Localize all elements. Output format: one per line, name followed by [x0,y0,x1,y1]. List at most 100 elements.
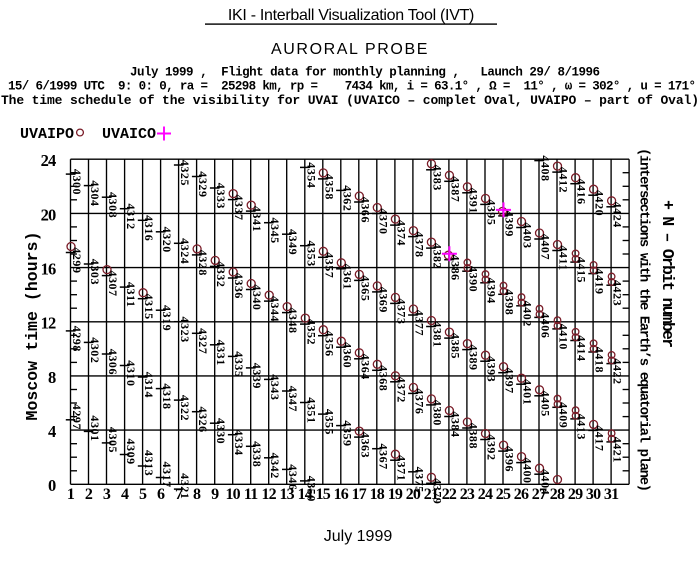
svg-text:IKI - Interball Visualization: IKI - Interball Visualization Tool (IVT) [228,7,474,24]
svg-text:13: 13 [279,486,294,503]
svg-text:4309: 4309 [124,439,138,465]
svg-text:4367: 4367 [376,444,390,470]
svg-text:4306: 4306 [106,349,120,375]
svg-text:4347: 4347 [286,386,300,412]
svg-text:4321: 4321 [178,473,192,499]
svg-text:4409: 4409 [557,402,571,428]
svg-text:4416: 4416 [575,179,589,205]
svg-text:UVAICO: UVAICO [102,126,156,143]
svg-text:4356: 4356 [322,331,336,357]
svg-text:4317: 4317 [160,462,174,488]
svg-text:12: 12 [261,486,276,503]
svg-text:16: 16 [41,260,56,279]
svg-text:4405: 4405 [539,391,553,417]
svg-text:4361: 4361 [340,264,354,290]
svg-text:4331: 4331 [214,340,228,366]
svg-text:4379: 4379 [430,478,444,504]
svg-text:4365: 4365 [358,275,372,301]
svg-text:4395: 4395 [485,199,499,225]
svg-text:4398: 4398 [503,289,517,315]
svg-text:4322: 4322 [178,395,192,421]
svg-text:4: 4 [48,422,56,441]
svg-text:The time schedule of the visib: The time schedule of the visibility for … [1,93,699,108]
svg-text:4420: 4420 [593,190,607,216]
svg-text:4403: 4403 [521,222,535,248]
svg-text:4305: 4305 [106,427,120,453]
svg-text:4370: 4370 [376,208,390,234]
svg-text:4323: 4323 [178,317,192,343]
svg-text:4408: 4408 [539,155,553,181]
svg-text:25: 25 [496,486,511,503]
svg-text:Moscow time (hours): Moscow time (hours) [23,232,42,421]
svg-text:4411: 4411 [557,245,571,271]
svg-text:4350: 4350 [304,476,318,502]
svg-text:(intersections with the Earth’: (intersections with the Earth’s equatori… [636,148,652,492]
svg-text:17: 17 [352,486,367,503]
svg-text:8: 8 [193,486,201,503]
svg-text:4373: 4373 [394,298,408,324]
svg-text:4378: 4378 [412,231,426,257]
svg-text:4332: 4332 [214,261,228,287]
svg-text:4318: 4318 [160,383,174,409]
svg-text:4338: 4338 [250,441,264,467]
svg-text:3: 3 [103,486,111,503]
svg-text:4304: 4304 [88,180,102,206]
svg-text:1: 1 [67,486,75,503]
svg-text:4389: 4389 [466,344,480,370]
svg-text:4400: 4400 [521,457,535,483]
svg-text:4354: 4354 [304,162,318,188]
svg-text:4352: 4352 [304,319,318,345]
svg-text:4339: 4339 [250,363,264,389]
svg-text:22: 22 [442,486,457,503]
svg-text:4413: 4413 [575,414,589,440]
svg-text:4401: 4401 [521,379,535,405]
svg-text:4337: 4337 [232,194,246,220]
svg-text:4324: 4324 [178,238,192,264]
svg-text:21: 21 [424,486,439,503]
svg-text:4326: 4326 [196,407,210,433]
svg-text:4407: 4407 [539,234,553,260]
svg-text:4346: 4346 [286,464,300,490]
svg-text:4302: 4302 [88,337,102,363]
svg-text:4314: 4314 [142,372,156,398]
svg-text:4359: 4359 [340,420,354,446]
svg-text:4312: 4312 [124,204,138,230]
svg-text:20: 20 [406,486,421,503]
svg-text:4369: 4369 [376,287,390,313]
svg-text:10: 10 [225,486,240,503]
svg-text:23: 23 [460,486,475,503]
svg-text:4301: 4301 [88,415,102,441]
svg-text:4310: 4310 [124,360,138,386]
svg-text:AURORAL PROBE: AURORAL PROBE [271,41,429,58]
svg-text:4380: 4380 [430,400,444,426]
svg-text:4333: 4333 [214,183,228,209]
svg-text:4341: 4341 [250,206,264,232]
svg-text:4307: 4307 [106,270,120,296]
svg-text:4381: 4381 [430,321,444,347]
svg-text:4335: 4335 [232,351,246,377]
svg-text:+ N – Orbit number: + N – Orbit number [658,200,677,348]
svg-text:4384: 4384 [448,411,462,437]
svg-text:4355: 4355 [322,409,336,435]
svg-text:26: 26 [514,486,529,503]
svg-text:4419: 4419 [593,268,607,294]
svg-text:27: 27 [532,486,547,503]
svg-text:4319: 4319 [160,305,174,331]
svg-text:4315: 4315 [142,294,156,320]
svg-text:4298: 4298 [70,326,84,352]
svg-text:4297: 4297 [70,404,84,430]
svg-text:4311: 4311 [124,282,138,308]
svg-text:4402: 4402 [521,301,535,327]
svg-text:4349: 4349 [286,229,300,255]
svg-text:4299: 4299 [70,247,84,273]
svg-text:4328: 4328 [196,250,210,276]
svg-text:4414: 4414 [575,335,589,361]
svg-text:July 1999: July 1999 [324,528,393,545]
svg-text:4366: 4366 [358,197,372,223]
svg-text:4397: 4397 [503,368,517,394]
svg-text:4410: 4410 [557,324,571,350]
svg-text:29: 29 [568,486,583,503]
svg-text:4: 4 [121,486,129,503]
svg-text:4406: 4406 [539,312,553,338]
svg-text:4417: 4417 [593,425,607,451]
